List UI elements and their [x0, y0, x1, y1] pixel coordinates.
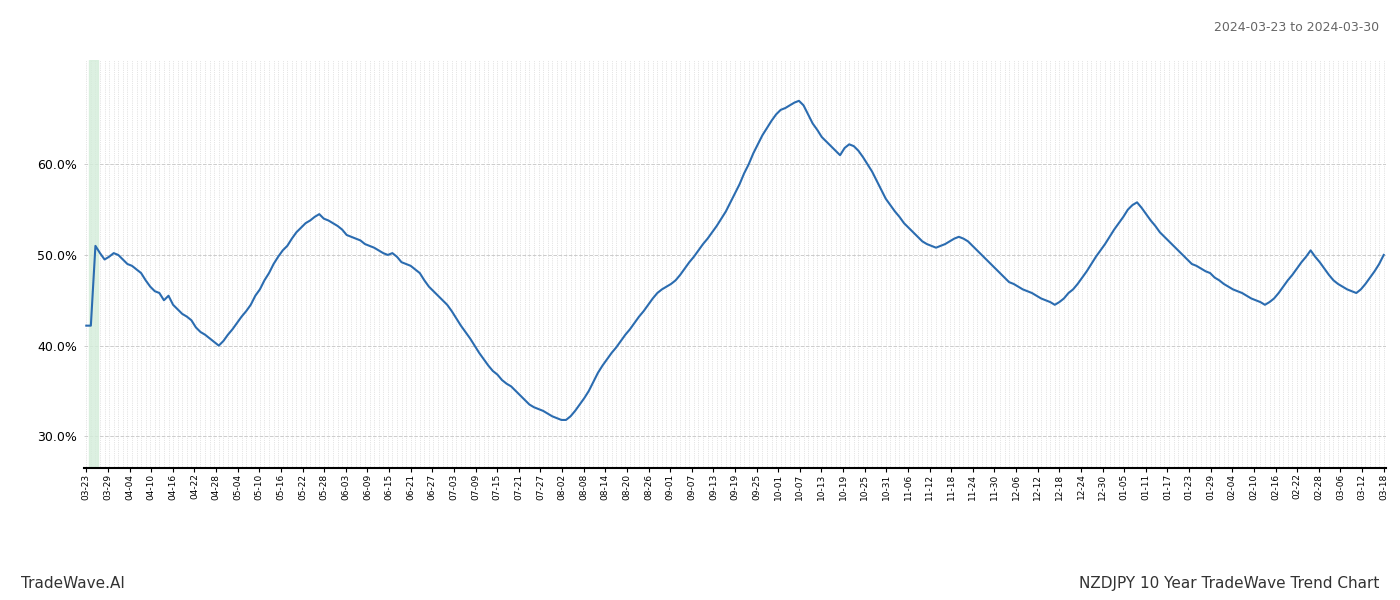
Text: NZDJPY 10 Year TradeWave Trend Chart: NZDJPY 10 Year TradeWave Trend Chart — [1078, 576, 1379, 591]
Text: 2024-03-23 to 2024-03-30: 2024-03-23 to 2024-03-30 — [1214, 21, 1379, 34]
Bar — [88, 60, 98, 468]
Text: TradeWave.AI: TradeWave.AI — [21, 576, 125, 591]
